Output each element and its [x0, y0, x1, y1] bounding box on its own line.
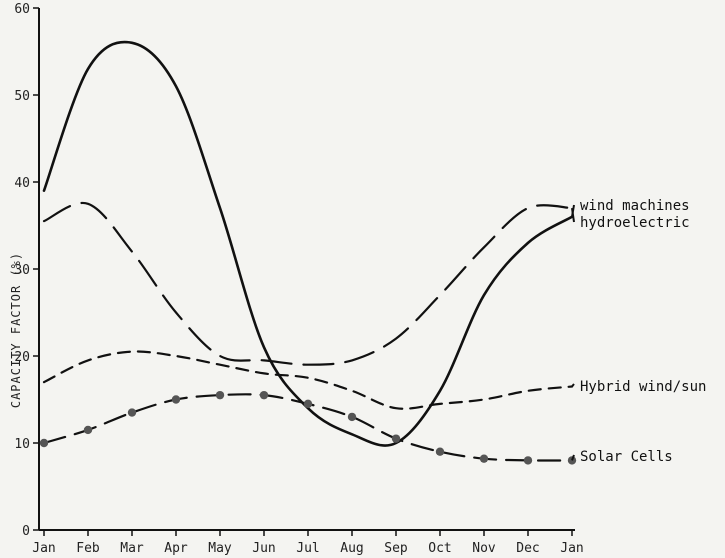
y-tick-label: 50	[14, 89, 30, 104]
y-tick-label: 40	[14, 176, 30, 191]
x-tick-label: Jan	[32, 541, 55, 556]
axes	[38, 8, 575, 531]
series-hybrid-wind-sun	[42, 350, 575, 410]
y-tick-label: 60	[14, 2, 30, 17]
series-line	[42, 201, 574, 366]
data-point-marker	[347, 412, 357, 422]
x-tick-label: Aug	[340, 541, 363, 556]
series-label: Hybrid wind/sun	[580, 379, 706, 395]
series-group	[39, 40, 577, 465]
x-tick-label: Jun	[252, 541, 275, 556]
series-label-leader	[571, 207, 575, 223]
series-label: wind machines	[580, 198, 690, 214]
x-tick-label: Apr	[164, 541, 188, 556]
x-tick-label: Nov	[472, 541, 496, 556]
data-point-marker	[523, 456, 533, 465]
data-point-marker	[259, 390, 269, 400]
data-point-marker	[435, 447, 445, 456]
series-solar-cells	[39, 390, 577, 465]
x-tick-label: Mar	[120, 541, 144, 556]
data-point-marker	[83, 425, 93, 435]
y-tick-label: 30	[14, 263, 30, 278]
x-tick-label: Oct	[428, 541, 451, 556]
y-tick-label: 20	[14, 350, 30, 365]
x-tick-label: Sep	[384, 541, 408, 556]
series-label-leader	[571, 383, 575, 388]
y-ticks: 0 10 20 30 40 50 60	[14, 2, 39, 539]
series-hydroelectric	[42, 201, 575, 366]
data-point-marker	[303, 399, 313, 409]
x-tick-label: Jan	[560, 541, 583, 556]
x-ticks: Jan Feb Mar Apr May Jun Jul Aug Sep Oct Nov Dec Jan	[32, 530, 584, 556]
series-label: hydroelectric	[580, 215, 690, 231]
series-label: Solar Cells	[580, 449, 673, 465]
y-axis-title: CAPACITY FACTOR (%)	[9, 252, 23, 408]
series-line	[42, 350, 574, 410]
data-point-marker	[127, 408, 137, 417]
data-point-marker	[39, 438, 49, 448]
data-point-marker	[171, 395, 181, 404]
x-tick-label: Dec	[516, 541, 539, 556]
series-line	[42, 40, 574, 447]
x-tick-label: Feb	[76, 541, 100, 556]
data-point-marker	[479, 454, 489, 463]
data-point-marker	[391, 434, 401, 443]
series-wind-machines	[42, 40, 575, 447]
x-tick-label: Jul	[296, 541, 319, 556]
data-point-marker	[215, 390, 225, 400]
series-label-leader	[571, 454, 575, 461]
x-tick-label: May	[208, 541, 232, 556]
y-tick-label: 10	[14, 437, 30, 452]
y-tick-label: 0	[22, 524, 30, 539]
